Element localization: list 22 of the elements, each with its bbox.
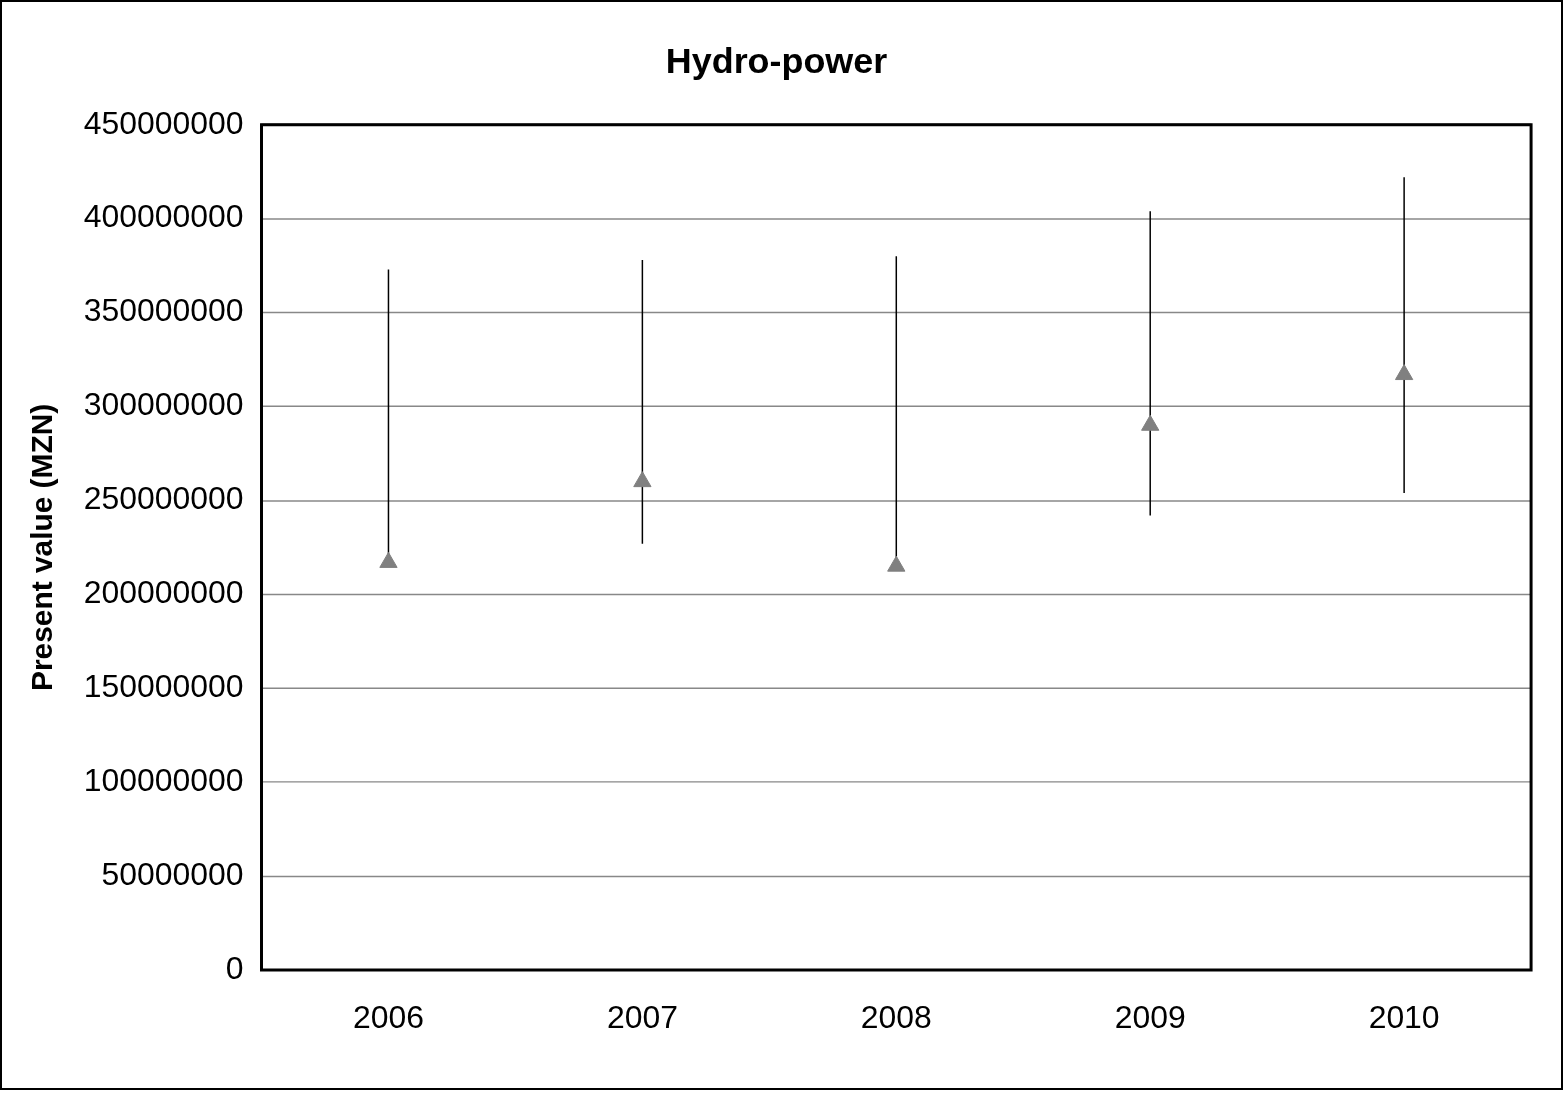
point: [887, 555, 906, 572]
y-tick-label: 200000000: [83, 574, 244, 611]
y-tick-label: 250000000: [83, 480, 244, 517]
y-tick-label: 150000000: [83, 668, 244, 705]
point: [1141, 414, 1160, 431]
y-tick-label: 50000000: [101, 855, 244, 892]
y-tick-label: 450000000: [83, 104, 244, 141]
y-axis-title: Present value (MZN): [25, 403, 59, 691]
y-tick-label: 100000000: [83, 762, 244, 798]
point: [633, 471, 652, 488]
x-tick-label: 2008: [860, 998, 932, 1035]
x-tick-label: 2009: [1114, 998, 1186, 1035]
point: [379, 551, 398, 568]
point: [1394, 364, 1414, 381]
chart-title: Hydro-power: [665, 41, 888, 82]
y-tick-label: 300000000: [83, 386, 244, 423]
x-tick-label: 2007: [606, 998, 678, 1035]
x-tick-label: 2010: [1368, 998, 1440, 1035]
x-tick-label: 2006: [352, 998, 424, 1035]
y-tick-label: 0: [225, 949, 244, 986]
y-tick-label: 400000000: [83, 198, 244, 235]
y-tick-label: 350000000: [83, 292, 244, 329]
